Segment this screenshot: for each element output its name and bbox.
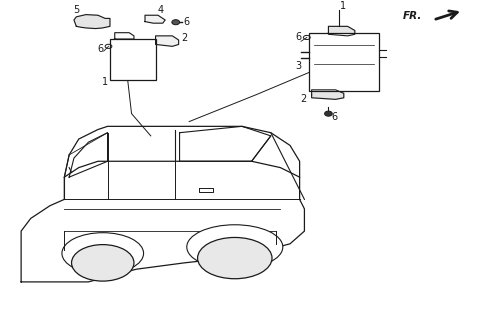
Polygon shape xyxy=(145,15,165,23)
Text: 6: 6 xyxy=(331,112,337,123)
Text: 4: 4 xyxy=(157,5,164,15)
Polygon shape xyxy=(155,36,179,46)
Text: 6: 6 xyxy=(184,17,190,27)
Bar xyxy=(110,39,155,80)
Polygon shape xyxy=(74,15,110,28)
Text: 5: 5 xyxy=(73,5,79,15)
Ellipse shape xyxy=(325,111,333,116)
Text: 3: 3 xyxy=(296,61,302,71)
Text: 1: 1 xyxy=(102,77,108,87)
Text: FR.: FR. xyxy=(403,12,423,21)
Ellipse shape xyxy=(62,233,144,274)
Text: 2: 2 xyxy=(301,94,306,104)
Ellipse shape xyxy=(197,237,272,279)
Ellipse shape xyxy=(72,244,134,281)
Ellipse shape xyxy=(172,20,180,25)
Text: 1: 1 xyxy=(340,1,346,11)
Text: 6: 6 xyxy=(296,32,302,42)
Ellipse shape xyxy=(187,225,283,269)
Text: 6: 6 xyxy=(97,44,104,53)
Polygon shape xyxy=(329,26,355,36)
Polygon shape xyxy=(312,90,344,100)
Text: 2: 2 xyxy=(181,33,187,43)
Bar xyxy=(309,33,379,92)
